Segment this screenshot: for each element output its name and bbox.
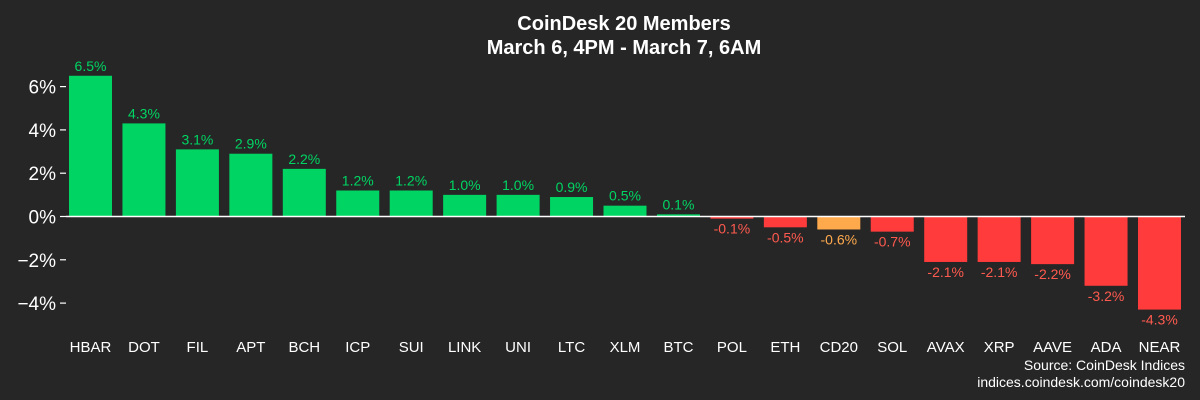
category-label-eth: ETH (770, 339, 800, 356)
value-label-apt: 2.9% (235, 136, 267, 152)
value-label-aave: -2.2% (1034, 266, 1071, 282)
value-label-avax: -2.1% (927, 264, 964, 280)
bar-near (1138, 216, 1181, 310)
value-label-ada: -3.2% (1088, 288, 1125, 304)
bar-hbar (69, 75, 112, 217)
bar-eth (763, 216, 807, 228)
source-credit: Source: CoinDesk Indices (1024, 357, 1185, 373)
bars-group (69, 75, 1181, 310)
bar-fil (175, 149, 219, 217)
category-label-sol: SOL (877, 339, 907, 356)
bar-xlm (603, 205, 647, 217)
value-label-xlm: 0.5% (609, 188, 641, 204)
value-label-dot: 4.3% (128, 105, 160, 121)
category-label-fil: FIL (187, 339, 209, 356)
bar-ada (1084, 216, 1128, 286)
category-label-xrp: XRP (984, 339, 1015, 356)
category-label-btc: BTC (663, 339, 693, 356)
category-label-sui: SUI (399, 339, 424, 356)
bar-sol (870, 216, 914, 232)
bar-dot (122, 123, 166, 217)
y-tick-label: 6% (29, 78, 57, 99)
y-axis-ticks: 6% 4% 2% 0% −2% −4% (17, 78, 66, 315)
value-label-sui: 1.2% (395, 173, 427, 189)
category-label-near: NEAR (1139, 339, 1181, 356)
bar-sui (389, 190, 433, 217)
source-url: indices.coindesk.com/coindesk20 (977, 374, 1185, 390)
value-label-bch: 2.2% (288, 151, 320, 167)
category-label-apt: APT (236, 339, 265, 356)
bar-link (443, 194, 487, 217)
y-tick-label: −2% (17, 251, 56, 272)
value-label-near: -4.3% (1141, 312, 1178, 328)
category-label-bch: BCH (288, 339, 320, 356)
category-label-ada: ADA (1091, 339, 1122, 356)
bar-icp (336, 190, 380, 217)
category-label-xlm: XLM (610, 339, 641, 356)
value-label-icp: 1.2% (342, 173, 374, 189)
value-label-xrp: -2.1% (981, 264, 1018, 280)
y-tick-label: 4% (29, 121, 57, 142)
chart-title: CoinDesk 20 Members (517, 13, 730, 35)
category-label-aave: AAVE (1033, 339, 1072, 356)
bar-uni (496, 194, 540, 217)
bar-xrp (977, 216, 1021, 262)
value-label-pol: -0.1% (714, 221, 751, 237)
category-label-hbar: HBAR (70, 339, 112, 356)
category-labels-group: HBAR DOT FIL APT BCH ICP SUI LINK UNI LTC XLM BTC PO… (70, 339, 1181, 356)
category-label-ltc: LTC (558, 339, 585, 356)
bar-bch (282, 168, 326, 217)
bar-avax (924, 216, 968, 262)
value-label-sol: -0.7% (874, 234, 911, 250)
value-label-cd20: -0.6% (821, 231, 858, 247)
value-label-hbar: 6.5% (75, 58, 107, 74)
category-label-cd20: CD20 (820, 339, 858, 356)
value-label-btc: 0.1% (662, 196, 694, 212)
value-label-ltc: 0.9% (556, 179, 588, 195)
y-tick-label: 2% (29, 164, 57, 185)
bar-cd20 (817, 216, 861, 230)
bar-btc (656, 214, 700, 217)
value-label-link: 1.0% (449, 177, 481, 193)
value-label-fil: 3.1% (181, 131, 213, 147)
chart-subtitle: March 6, 4PM - March 7, 6AM (487, 37, 762, 59)
bar-pol (710, 216, 754, 219)
bar-apt (229, 153, 273, 217)
category-label-link: LINK (448, 339, 481, 356)
value-labels-group: 6.5% 4.3% 3.1% 2.9% 2.2% 1.2% 1.2% 1.0% 1.0% 0.9%… (75, 58, 1178, 328)
category-label-pol: POL (717, 339, 747, 356)
bar-ltc (550, 197, 594, 217)
y-tick-label: −4% (17, 294, 56, 315)
value-label-uni: 1.0% (502, 177, 534, 193)
category-label-uni: UNI (505, 339, 531, 356)
category-label-icp: ICP (345, 339, 370, 356)
value-label-eth: -0.5% (767, 229, 804, 245)
bar-aave (1031, 216, 1075, 265)
y-tick-label: 0% (29, 208, 57, 229)
category-label-dot: DOT (128, 339, 160, 356)
category-label-avax: AVAX (927, 339, 965, 356)
